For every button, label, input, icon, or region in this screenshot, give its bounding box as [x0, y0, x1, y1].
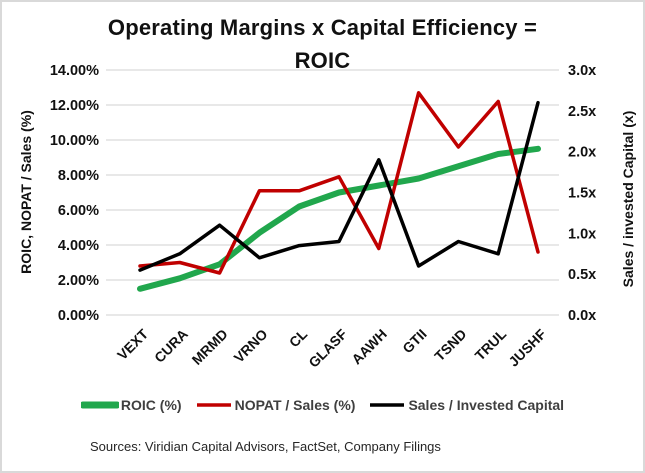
- chart-title: Operating Margins x Capital Efficiency =…: [2, 11, 643, 77]
- x-axis-category-label: MRMD: [189, 326, 231, 368]
- left-axis-title: ROIC, NOPAT / Sales (%): [18, 110, 34, 274]
- x-axis-category-label: JUSHF: [505, 325, 549, 369]
- series-line-sales-invested-capital: [138, 100, 540, 272]
- x-axis-category-label: TSND: [431, 326, 469, 364]
- left-axis-tick-label: 8.00%: [58, 168, 99, 184]
- x-axis-category-label: CL: [286, 325, 311, 350]
- legend-line-swatch-icon: [370, 403, 405, 407]
- legend-item-nopat-sales: NOPAT / Sales (%): [195, 397, 356, 413]
- series-line-nopat-sales: [138, 91, 540, 275]
- right-axis-tick-label: 1.5x: [568, 186, 596, 202]
- right-axis-tick-label: 2.0x: [568, 145, 596, 161]
- x-axis-category-label: GLASF: [305, 325, 350, 370]
- x-axis-category-label: CURA: [151, 326, 191, 366]
- right-axis-title: Sales / invested Capital (x): [620, 110, 636, 288]
- legend-label: Sales / Invested Capital: [408, 397, 565, 413]
- left-axis-tick-label: 14.00%: [50, 63, 99, 79]
- right-axis-tick-label: 3.0x: [568, 63, 596, 79]
- right-axis-tick-label: 0.5x: [568, 267, 596, 283]
- sources-note: Sources: Viridian Capital Advisors, Fact…: [90, 439, 441, 454]
- legend-item-roic: ROIC (%): [80, 397, 182, 413]
- legend-line-swatch-icon: [196, 403, 231, 407]
- x-axis-category-label: VRNO: [231, 326, 271, 366]
- legend: ROIC (%) NOPAT / Sales (%) Sales / Investe…: [2, 397, 643, 413]
- left-axis-tick-label: 2.00%: [58, 273, 99, 289]
- right-axis-tick-label: 2.5x: [568, 104, 596, 120]
- x-axis-category-label: TRUL: [472, 325, 510, 363]
- x-axis-category-label: AAWH: [348, 326, 390, 368]
- left-axis-tick-label: 0.00%: [58, 308, 99, 324]
- legend-label: ROIC (%): [120, 397, 182, 413]
- legend-line-swatch-icon: [80, 401, 119, 409]
- chart-title-line-1: Operating Margins x Capital Efficiency =: [107, 15, 538, 40]
- chart-title-line-2: ROIC: [294, 48, 351, 73]
- x-axis-category-label: GTII: [399, 326, 430, 357]
- left-axis-tick-label: 6.00%: [58, 203, 99, 219]
- right-axis-tick-label: 1.0x: [568, 226, 596, 242]
- left-axis-tick-label: 10.00%: [50, 133, 99, 149]
- left-axis-tick-label: 4.00%: [58, 238, 99, 254]
- legend-label: NOPAT / Sales (%): [234, 397, 356, 413]
- left-axis-tick-label: 12.00%: [50, 98, 99, 114]
- right-axis-tick-label: 0.0x: [568, 308, 596, 324]
- legend-item-sales-invested-capital: Sales / Invested Capital: [368, 397, 564, 413]
- x-axis-category-label: VEXT: [114, 325, 151, 362]
